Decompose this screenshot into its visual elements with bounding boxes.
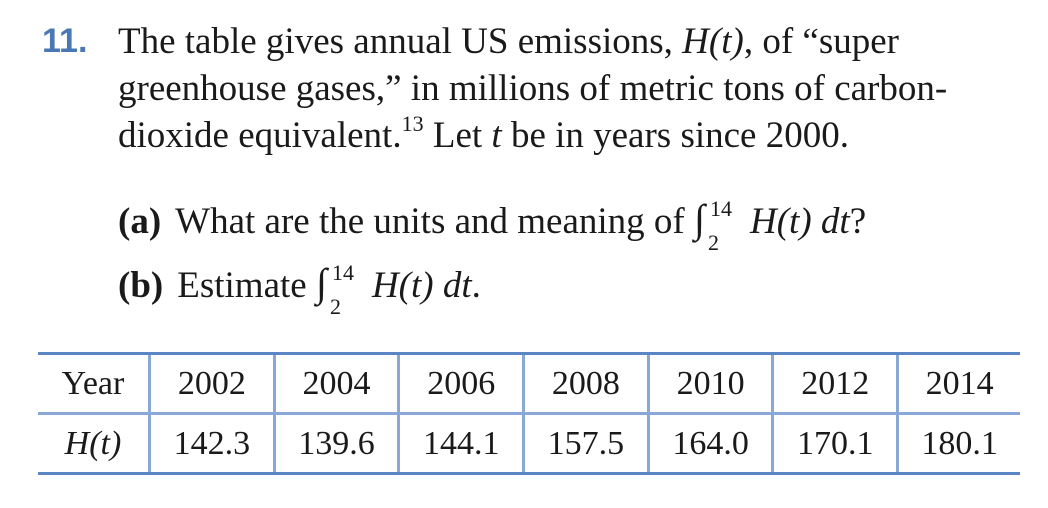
part-b-label: (b) [118,265,164,306]
value-cell: 164.0 [646,413,773,475]
stem-line-3: dioxide equivalent.13 Let t be in years … [118,112,1018,159]
part-a: (a) What are the units and meaning of ∫ 14… [118,196,867,255]
integral-a: ∫ 14 2 [694,196,732,255]
row-label-year: Year [38,352,150,415]
part-b: (b) Estimate ∫ 14 2 H(t) dt. [118,260,481,319]
year-cell: 2012 [771,352,898,415]
value-cell: 139.6 [272,413,399,475]
year-cell: 2010 [646,352,773,415]
problem-number: 11. [42,22,88,60]
function-name: H(t) [682,21,744,62]
part-b-text: Estimate [177,265,307,306]
upper-limit-a: 14 [710,196,733,221]
stem-line-2: greenhouse gases,” in millions of metric… [118,68,948,109]
year-cell: 2014 [896,352,1020,415]
year-cell: 2006 [397,352,524,415]
value-cell: 144.1 [397,413,524,475]
stem-line-1: The table gives annual US emissions, H(t… [118,18,1018,65]
table-row-year: Year 2002 2004 2006 2008 2010 2012 2014 [38,352,1020,415]
part-a-text: What are the units and meaning of [175,201,685,242]
value-cell: 180.1 [896,413,1020,475]
value-cell: 157.5 [522,413,649,475]
integral-sign-a: ∫ [694,196,705,241]
part-b-end: . [471,265,481,306]
stem-text-1: The table gives annual US emissions, [118,21,683,62]
year-cell: 2004 [272,352,399,415]
part-a-end: ? [849,201,867,242]
stem-text-1b: , of “super [743,21,899,62]
stem-text-3b: Let [423,115,492,156]
integral-b: ∫ 14 2 [316,260,354,319]
upper-limit-b: 14 [331,260,354,285]
stem-text-3c: be in years since 2000. [501,115,849,156]
variable-t: t [491,115,502,156]
emissions-table: Year 2002 2004 2006 2008 2010 2012 2014 … [38,352,1020,475]
problem-stem: The table gives annual US emissions, H(t… [118,18,1018,159]
integrand-a: H(t) dt [750,201,850,242]
year-cell: 2008 [522,352,649,415]
year-cell: 2002 [148,352,275,415]
row-label-h: H(t) [38,413,150,475]
footnote-marker: 13 [401,111,424,136]
integrand-b: H(t) dt [371,265,472,306]
value-cell: 170.1 [771,413,898,475]
value-cell: 142.3 [148,413,275,475]
stem-text-3: dioxide equivalent. [118,115,402,156]
lower-limit-a: 2 [708,230,720,255]
integral-sign-b: ∫ [315,260,327,305]
lower-limit-b: 2 [329,294,341,319]
table-row-h: H(t) 142.3 139.6 144.1 157.5 164.0 170.1… [38,413,1020,475]
part-a-label: (a) [118,201,162,242]
